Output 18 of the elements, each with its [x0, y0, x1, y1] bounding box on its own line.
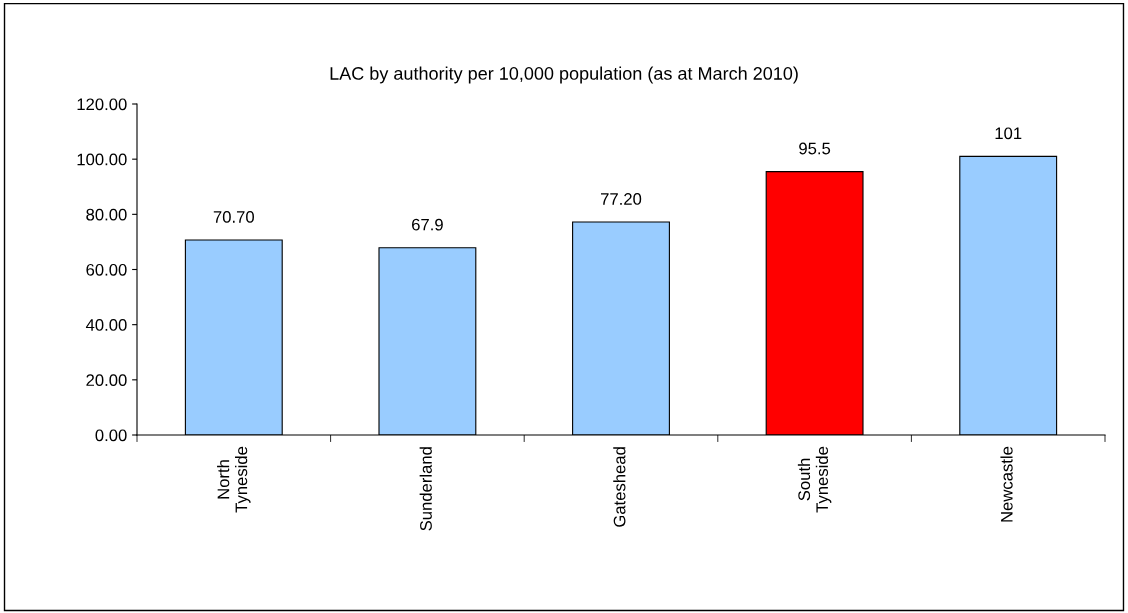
y-tick-label: 20.00 [86, 374, 127, 387]
data-label: 95.5 [799, 142, 831, 155]
y-tick-label: 0.00 [95, 429, 127, 442]
x-tick-label: Newcastle [1000, 446, 1013, 522]
y-tick-label: 40.00 [85, 319, 127, 331]
x-tick-label: North Tyneside [217, 446, 251, 513]
x-tick-label: Sunderland [419, 447, 432, 531]
data-label: 67.9 [412, 218, 443, 231]
data-label: 77.20 [601, 193, 642, 205]
y-tick-label: 80.00 [86, 208, 127, 221]
y-tick-label: 100.00 [77, 153, 127, 166]
y-tick-label: 120.00 [77, 98, 127, 111]
chart-title: LAC by authority per 10,000 population (as at March 2010) [330, 66, 798, 84]
x-tick-label: South Tyneside [797, 446, 832, 513]
y-tick-label: 60.00 [86, 263, 127, 276]
data-label: 101 [995, 127, 1022, 140]
data-label: 70.70 [213, 211, 254, 223]
x-tick-label: Gateshead [613, 447, 626, 527]
